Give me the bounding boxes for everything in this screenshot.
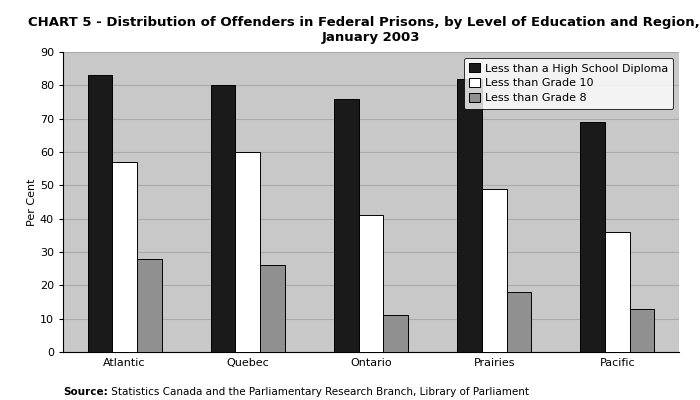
Bar: [88, 75, 112, 352]
Bar: [235, 152, 260, 352]
Bar: [137, 259, 162, 352]
Bar: [334, 99, 358, 352]
Y-axis label: Per Cent: Per Cent: [27, 178, 37, 226]
Text: Statistics Canada and the Parliamentary Research Branch, Library of Parliament: Statistics Canada and the Parliamentary …: [108, 387, 529, 397]
Bar: [211, 85, 235, 352]
Text: Source:: Source:: [63, 387, 108, 397]
Title: CHART 5 - Distribution of Offenders in Federal Prisons, by Level of Education an: CHART 5 - Distribution of Offenders in F…: [28, 16, 700, 44]
Bar: [507, 292, 531, 352]
Bar: [358, 215, 384, 352]
Bar: [630, 309, 654, 352]
Bar: [384, 315, 408, 352]
Bar: [605, 232, 630, 352]
Bar: [457, 79, 482, 352]
Bar: [260, 265, 285, 352]
Bar: [112, 162, 137, 352]
Bar: [482, 189, 507, 352]
Legend: Less than a High School Diploma, Less than Grade 10, Less than Grade 8: Less than a High School Diploma, Less th…: [463, 58, 673, 109]
Bar: [580, 122, 605, 352]
